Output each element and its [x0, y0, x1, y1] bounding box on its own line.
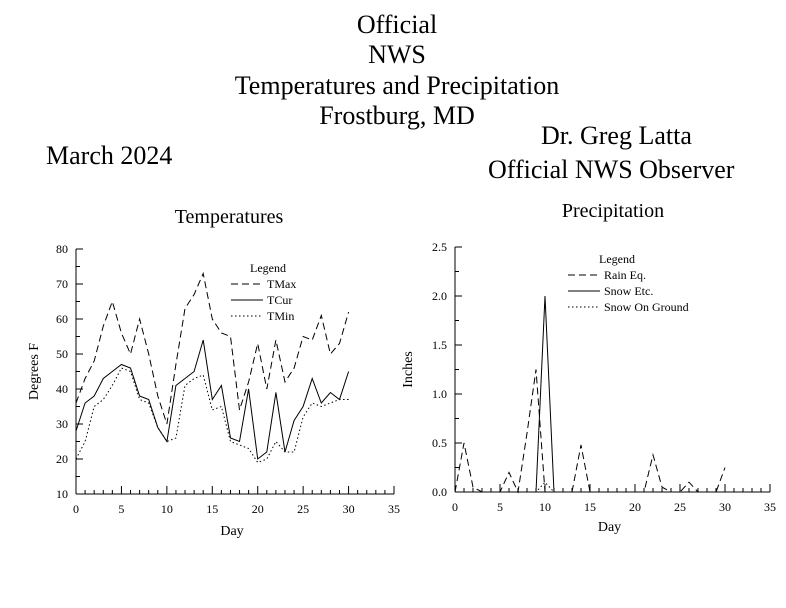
temp-x-tick-label: 0: [73, 502, 79, 516]
temp-y-tick-label: 40: [56, 382, 68, 396]
temp-y-tick-label: 60: [56, 312, 68, 326]
temp-y-tick-label: 70: [56, 277, 68, 291]
temp-x-tick-label: 25: [297, 502, 309, 516]
precip-x-tick-label: 5: [497, 500, 503, 514]
precip-series-rain-eq-: [454, 369, 726, 494]
temp-x-tick-label: 15: [206, 502, 218, 516]
temp-x-tick-label: 30: [343, 502, 355, 516]
precip-y-tick-label: 2.0: [432, 289, 447, 303]
title-official: Official: [356, 10, 438, 39]
observer-role: Official NWS Observer: [488, 155, 735, 184]
precip-x-tick-label: 35: [764, 500, 776, 514]
temp-y-tick-label: 80: [56, 242, 68, 256]
temp-y-axis-label: Degrees F: [27, 343, 42, 400]
precip-y-tick-label: 1.0: [432, 387, 447, 401]
precip-x-tick-label: 25: [674, 500, 686, 514]
temp-chart-title: Temperatures: [175, 206, 284, 228]
precip-y-tick-label: 2.5: [432, 240, 447, 254]
temp-series-tmin: [75, 367, 349, 464]
temp-legend-label: TCur: [267, 293, 292, 307]
temp-series-tcur: [75, 339, 350, 460]
precip-y-tick-label: 1.5: [432, 338, 447, 352]
title-temps-precip: Temperatures and Precipitation: [234, 71, 560, 100]
temp-x-tick-label: 20: [252, 502, 264, 516]
temp-x-tick-label: 5: [118, 502, 124, 516]
temp-chart: Temperatures 10 20 30 40 50 60 70 80 0 5 10 15 20 25 30…: [27, 206, 400, 539]
precip-x-tick-label: 0: [452, 500, 458, 514]
temp-x-tick-label: 10: [161, 502, 173, 516]
precip-x-tick-label: 20: [629, 500, 641, 514]
precip-series-snow-etc-: [455, 295, 725, 493]
period-label: March 2024: [46, 141, 173, 170]
precip-x-tick-label: 15: [584, 500, 596, 514]
precip-legend-title: Legend: [599, 252, 635, 266]
precip-chart-title: Precipitation: [562, 200, 664, 222]
precip-legend-label: Rain Eq.: [604, 268, 646, 282]
temp-legend-label: TMax: [267, 277, 296, 291]
precip-x-tick-label: 30: [719, 500, 731, 514]
temp-y-tick-label: 50: [56, 347, 68, 361]
title-location: Frostburg, MD: [319, 101, 475, 130]
temp-legend-label: TMin: [267, 309, 294, 323]
observer-name: Dr. Greg Latta: [541, 121, 692, 150]
precip-legend-label: Snow On Ground: [604, 300, 689, 314]
temp-y-tick-label: 20: [56, 452, 68, 466]
temp-x-tick-label: 35: [388, 502, 400, 516]
precip-x-axis-label: Day: [598, 520, 621, 535]
temp-x-axis-label: Day: [220, 524, 243, 539]
temp-y-tick-label: 30: [56, 417, 68, 431]
precip-y-tick-label: 0.0: [432, 485, 447, 499]
temp-legend-title: Legend: [250, 261, 286, 275]
precip-series-snow-on-ground: [455, 481, 725, 493]
temp-series-tmax: [75, 271, 350, 425]
title-nws: NWS: [368, 40, 426, 69]
temp-y-tick-label: 10: [56, 487, 68, 501]
precip-legend-label: Snow Etc.: [604, 284, 653, 298]
precip-y-tick-label: 0.5: [432, 436, 447, 450]
precip-y-axis-label: Inches: [401, 351, 416, 388]
precip-chart: Precipitation 0.0 0.5 1.0 1.5 2.0 2.5 0 5 10 15 20 2…: [401, 200, 776, 535]
precip-x-tick-label: 10: [539, 500, 551, 514]
